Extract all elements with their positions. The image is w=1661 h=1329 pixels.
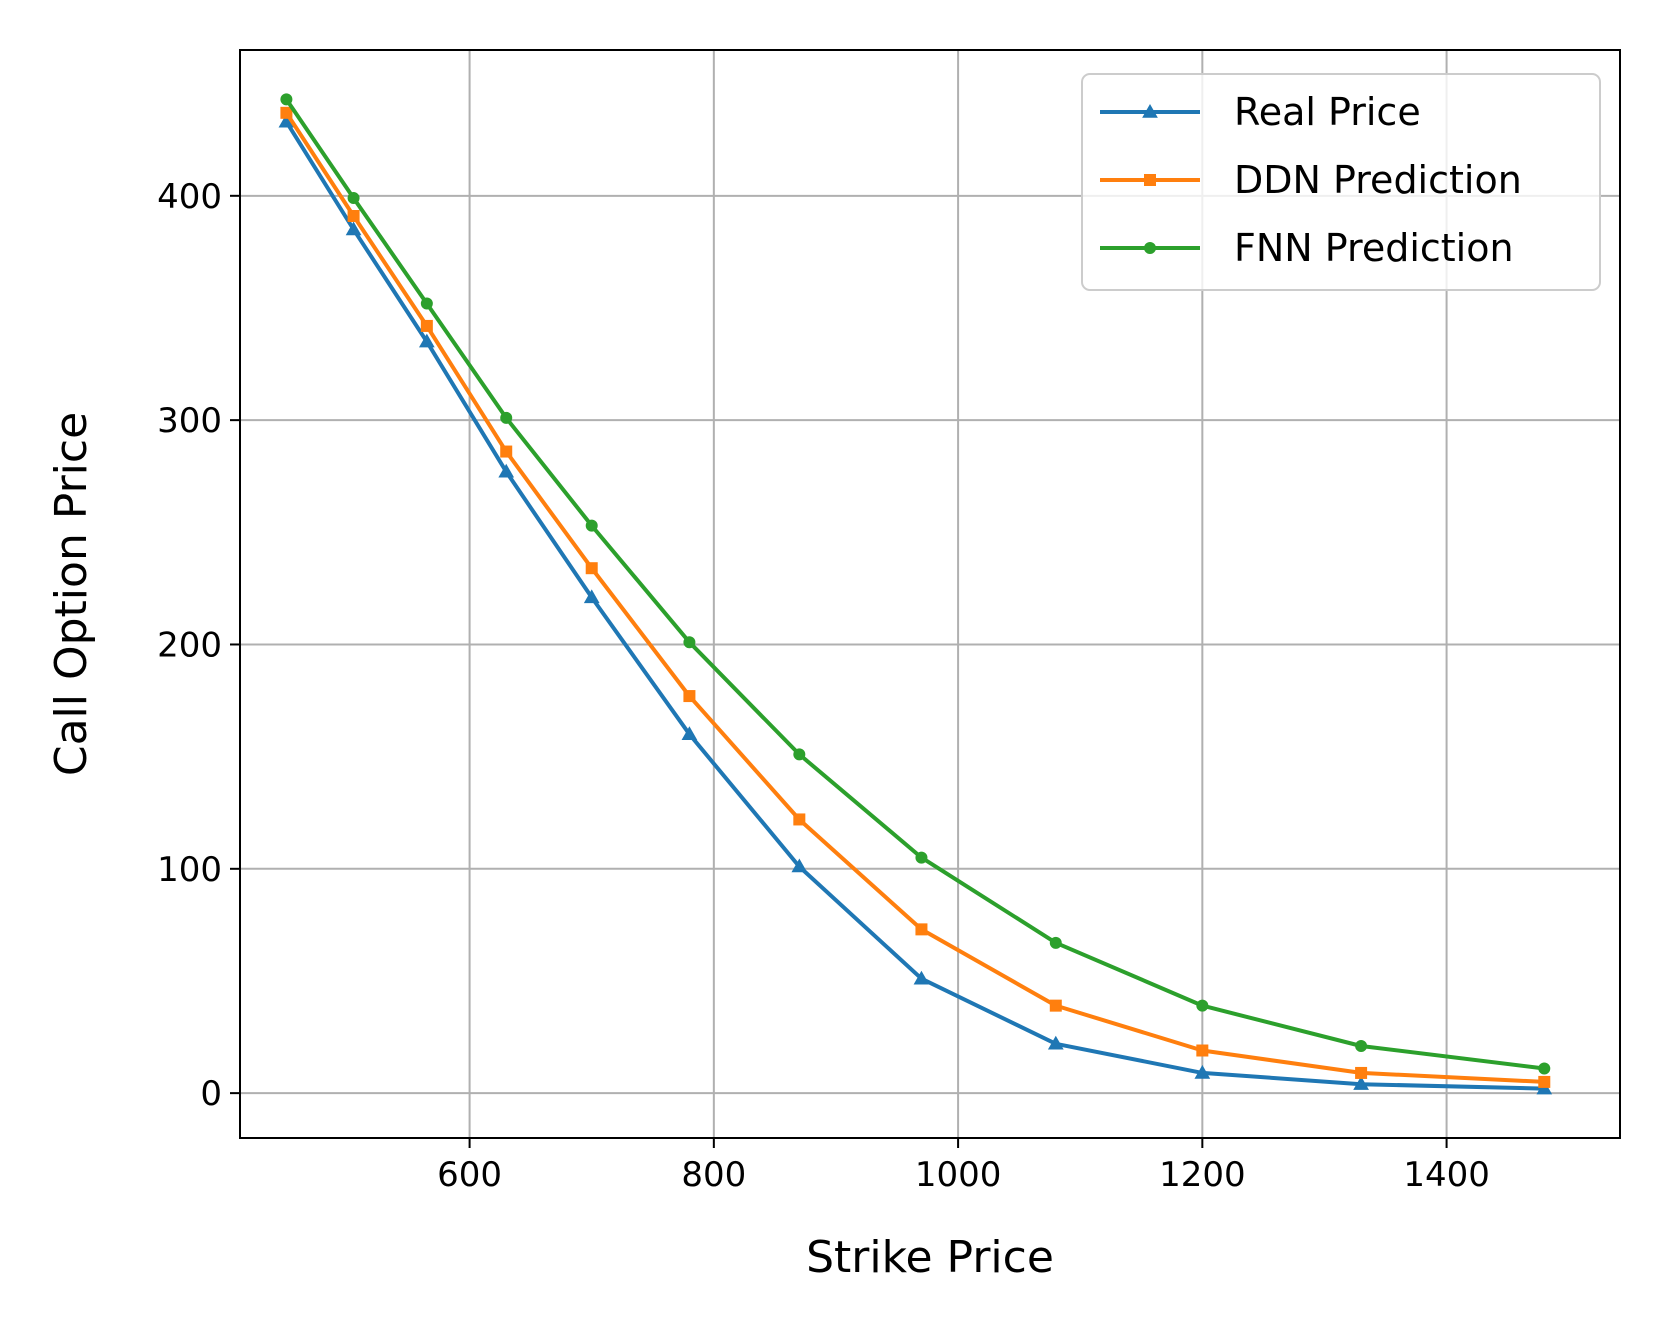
legend: Real Price DDN Prediction FNN Prediction — [1081, 73, 1601, 291]
legend-box — [1081, 73, 1601, 291]
data-point — [500, 445, 513, 458]
data-point — [681, 726, 698, 740]
data-point — [418, 333, 435, 348]
y-tick-label: 200 — [157, 625, 222, 665]
x-tick-label: 1000 — [915, 1155, 1002, 1195]
data-point — [1196, 999, 1209, 1012]
data-point — [683, 690, 696, 703]
x-tick-label: 1400 — [1403, 1155, 1490, 1195]
legend-item: Real Price — [1100, 90, 1421, 134]
data-point — [683, 636, 696, 649]
y-tick-label: 300 — [157, 401, 222, 441]
data-point — [793, 813, 806, 826]
data-point — [1538, 1075, 1551, 1088]
series-line — [284, 119, 1547, 1091]
data-point — [280, 106, 293, 119]
y-tick-label: 0 — [200, 1074, 222, 1114]
legend-label: Real Price — [1234, 90, 1421, 134]
data-point — [1047, 1035, 1064, 1050]
data-point — [915, 851, 928, 864]
data-point — [913, 970, 930, 985]
data-point — [1049, 936, 1062, 949]
data-point — [420, 319, 433, 332]
data-point — [793, 748, 806, 761]
legend-marker — [1144, 174, 1156, 186]
series-line — [284, 97, 1547, 1071]
data-point — [915, 923, 928, 936]
x-tick-label: 800 — [681, 1155, 746, 1195]
x-tick-label: 600 — [437, 1155, 502, 1195]
data-point — [1538, 1062, 1551, 1075]
series-line — [284, 110, 1547, 1084]
legend-marker — [1142, 103, 1158, 118]
data-point — [1355, 1040, 1368, 1053]
data-point — [1355, 1066, 1368, 1079]
data-point — [1196, 1044, 1209, 1057]
series-layer — [278, 93, 1553, 1095]
data-point — [347, 192, 360, 205]
data-point — [585, 519, 598, 532]
y-tick-label: 400 — [157, 177, 222, 217]
data-point — [420, 297, 433, 310]
series-real-price — [278, 113, 1553, 1095]
legend-item: DDN Prediction — [1100, 158, 1522, 202]
data-point — [791, 858, 808, 873]
legend-marker — [1144, 242, 1156, 254]
data-point — [500, 411, 513, 424]
x-axis-label: Strike Price — [806, 1232, 1054, 1283]
x-tick-label: 1200 — [1159, 1155, 1246, 1195]
plot-frame — [239, 49, 1621, 1139]
data-point — [1049, 999, 1062, 1012]
series-fnn-prediction — [280, 93, 1551, 1075]
legend-label: DDN Prediction — [1234, 158, 1522, 202]
data-point — [498, 463, 515, 478]
legend-item: FNN Prediction — [1100, 226, 1514, 270]
data-point — [583, 589, 600, 604]
series-ddn-prediction — [280, 106, 1551, 1088]
data-point — [1194, 1064, 1211, 1079]
data-point — [280, 93, 293, 106]
data-point — [585, 562, 598, 575]
axis-ticks: 600 800 1000 1200 1400 0 100 200 300 400 — [157, 177, 1490, 1195]
data-point — [345, 221, 362, 236]
y-axis-label: Call Option Price — [46, 412, 97, 776]
data-point — [347, 210, 360, 223]
legend-label: FNN Prediction — [1234, 226, 1514, 270]
y-tick-label: 100 — [157, 850, 222, 890]
data-point — [1353, 1076, 1369, 1090]
